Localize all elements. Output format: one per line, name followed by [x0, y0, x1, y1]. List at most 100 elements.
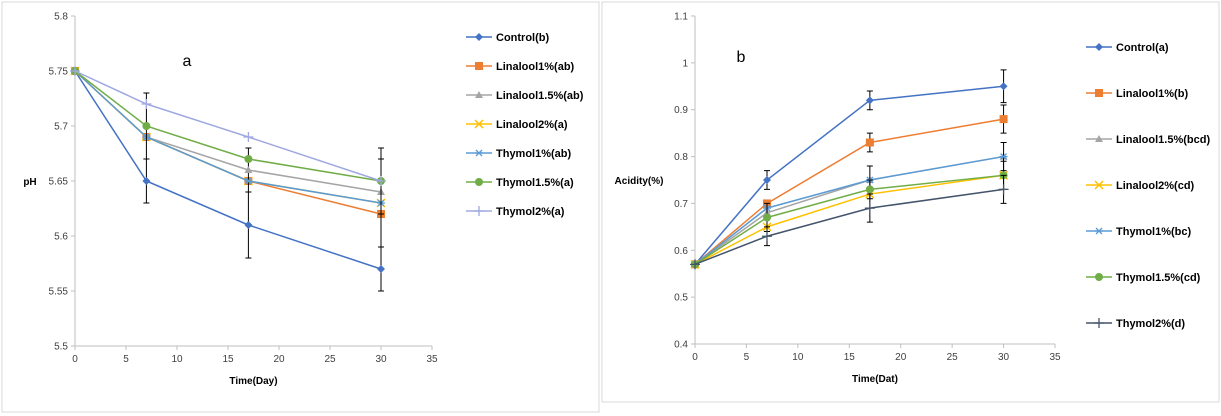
legend-entry: Control(b)	[466, 32, 549, 44]
legend-entry: Linalool1.5%(ab)	[466, 90, 584, 102]
legend-entry: Linalool1%(b)	[1086, 88, 1188, 100]
legend-marker	[1095, 227, 1103, 235]
data-point	[999, 115, 1008, 124]
data-point	[865, 138, 874, 147]
x-tick-label: 10	[792, 352, 804, 363]
data-point	[763, 176, 771, 184]
y-tick-label: 1.1	[674, 12, 688, 23]
data-point	[243, 132, 254, 142]
legend-entry: Thymol2%(a)	[466, 206, 565, 218]
legend-label: Thymol1.5%(a)	[496, 177, 574, 189]
legend-marker	[1094, 318, 1104, 328]
series-line	[694, 155, 1004, 265]
x-axis-title: Time(Day)	[229, 376, 277, 387]
data-point	[999, 82, 1008, 91]
legend-entry: Linalool1%(ab)	[466, 61, 575, 73]
y-tick-label: 5.8	[54, 12, 68, 23]
data-point	[377, 265, 385, 273]
x-tick-label: 5	[123, 354, 129, 365]
legend-label: Thymol2%(d)	[1116, 318, 1185, 330]
data-point	[864, 203, 875, 214]
data-point	[142, 177, 151, 185]
legend-label: Linalool1.5%(ab)	[496, 90, 584, 102]
x-tick-label: 0	[72, 354, 78, 365]
legend-entry: Thymol1.5%(cd)	[1086, 272, 1201, 284]
legend-label: Linalool1%(b)	[1116, 88, 1188, 100]
legend-entry: Linalool2%(a)	[466, 119, 568, 131]
legend-label: Thymol1.5%(cd)	[1116, 272, 1201, 284]
series-thymol2-a-	[70, 66, 386, 186]
legend-marker	[474, 119, 484, 129]
y-axis-title: pH	[23, 177, 36, 188]
y-tick-label: 0.7	[674, 199, 688, 210]
series-line	[74, 70, 382, 270]
series-line	[74, 70, 382, 182]
series-line	[74, 70, 382, 204]
x-tick-label: 30	[375, 354, 387, 365]
data-point	[762, 231, 772, 242]
legend-label: Linalool1%(ab)	[496, 61, 575, 73]
y-tick-label: 5.65	[49, 177, 69, 188]
data-point	[141, 99, 152, 109]
data-point	[376, 176, 386, 186]
chart-panel-a: 0 5 10 15 20 25 30 35 5.5 5.55 5.6 5.65 5.7 5.75 5.8 Ti…	[23, 12, 583, 388]
x-tick-label: 30	[998, 352, 1010, 363]
y-tick-label: 5.7	[54, 122, 68, 133]
x-tick-label: 10	[171, 354, 183, 365]
series-line	[694, 188, 1004, 266]
data-point	[142, 122, 151, 130]
panel-b-frame	[601, 1, 1220, 403]
data-point	[244, 155, 253, 163]
x-tick-label: 25	[324, 354, 336, 365]
y-tick-label: 5.75	[49, 67, 69, 78]
panel-label: a	[183, 53, 192, 70]
legend-marker	[1095, 273, 1103, 281]
legend-entry: Thymol1%(bc)	[1086, 226, 1192, 238]
data-point	[865, 96, 874, 105]
data-point	[70, 66, 80, 76]
series-thymol2-d-	[690, 174, 1009, 270]
legend-entry: Linalool1.5%(bcd)	[1086, 134, 1210, 146]
data-point	[998, 184, 1009, 195]
legend-marker	[475, 178, 483, 186]
data-point	[244, 166, 253, 173]
legend-marker	[1094, 180, 1104, 190]
x-tick-label: 20	[895, 352, 907, 363]
y-tick-label: 5.6	[54, 232, 68, 243]
x-tick-label: 35	[426, 354, 438, 365]
legend-entry: Thymol1%(ab)	[466, 148, 572, 160]
legend-label: Control(a)	[1116, 42, 1169, 54]
y-tick-label: 0.9	[674, 105, 688, 116]
legend-entry: Thymol2%(d)	[1086, 318, 1185, 330]
legend-marker	[475, 149, 483, 157]
series-line	[74, 70, 382, 182]
legend-marker	[475, 91, 483, 98]
legend-label: Linalool2%(cd)	[1116, 180, 1195, 192]
legend-label: Linalool1.5%(bcd)	[1116, 134, 1210, 146]
legend-marker	[475, 33, 483, 41]
legend-marker	[475, 62, 483, 70]
data-point	[690, 259, 700, 270]
legend-label: Control(b)	[496, 32, 549, 44]
y-tick-label: 0.4	[674, 340, 688, 351]
x-axis-title: Time(Dat)	[852, 374, 898, 385]
panel-a-frame	[1, 1, 600, 413]
legend-label: Thymol2%(a)	[496, 206, 565, 218]
y-axis-title: Acidity(%)	[615, 176, 664, 187]
data-point	[999, 153, 1008, 161]
data-point	[865, 185, 874, 194]
data-point	[244, 221, 253, 229]
y-tick-label: 0.6	[674, 246, 688, 257]
series-line	[694, 174, 1004, 265]
series-line	[694, 118, 1004, 265]
x-tick-label: 15	[222, 354, 234, 365]
chart-panel-b: 0 5 10 15 20 25 30 35 0.4 0.5 0.6 0.7 0.8 0.9 1 1.1 Time…	[615, 12, 1211, 386]
data-point	[763, 213, 771, 222]
panel-label: b	[737, 49, 746, 66]
x-tick-label: 15	[844, 352, 856, 363]
x-tick-label: 20	[273, 354, 285, 365]
y-tick-label: 0.5	[674, 293, 688, 304]
x-tick-label: 5	[744, 352, 750, 363]
series-thymol1-5-cd-	[691, 160, 1008, 269]
